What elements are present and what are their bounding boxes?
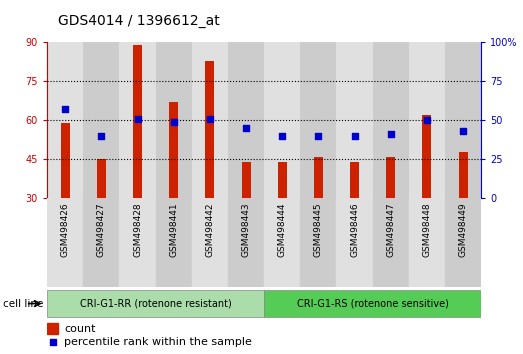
Bar (242, 162, 251, 198)
Text: GSM498443: GSM498443 (242, 202, 251, 257)
Text: CRI-G1-RR (rotenone resistant): CRI-G1-RR (rotenone resistant) (79, 298, 232, 309)
Bar (264, 198, 300, 287)
Text: GSM498441: GSM498441 (169, 202, 178, 257)
Bar (47, 290, 264, 317)
Bar (278, 162, 287, 198)
Point (97, 133, 106, 139)
Text: GSM498447: GSM498447 (386, 202, 395, 257)
Bar (206, 61, 214, 198)
Bar (445, 198, 481, 287)
Point (278, 133, 287, 139)
Bar (336, 42, 372, 198)
Text: GDS4014 / 1396612_at: GDS4014 / 1396612_at (58, 14, 219, 28)
Text: GSM498426: GSM498426 (61, 202, 70, 257)
Bar (192, 42, 228, 198)
Text: GSM498444: GSM498444 (278, 202, 287, 257)
Bar (300, 42, 336, 198)
Bar (423, 115, 431, 198)
Bar (156, 42, 192, 198)
Point (350, 133, 359, 139)
Point (242, 125, 250, 131)
Text: CRI-G1-RS (rotenone sensitive): CRI-G1-RS (rotenone sensitive) (297, 298, 449, 309)
Text: percentile rank within the sample: percentile rank within the sample (64, 337, 252, 347)
Bar (47, 198, 83, 287)
Bar (372, 198, 409, 287)
Text: GSM498442: GSM498442 (206, 202, 214, 257)
Bar (336, 198, 372, 287)
Bar (386, 157, 395, 198)
Bar (119, 42, 155, 198)
Text: count: count (64, 324, 96, 333)
Bar (314, 157, 323, 198)
Bar (409, 42, 445, 198)
Bar (372, 42, 409, 198)
Bar (350, 162, 359, 198)
Bar (192, 198, 228, 287)
Bar (133, 45, 142, 198)
Bar (83, 198, 119, 287)
Point (206, 116, 214, 122)
Bar (445, 42, 481, 198)
Bar (61, 123, 70, 198)
Bar (156, 198, 192, 287)
Text: GSM498449: GSM498449 (459, 202, 468, 257)
Text: cell line: cell line (3, 298, 43, 309)
Bar (119, 198, 155, 287)
Point (314, 133, 323, 139)
Point (423, 118, 431, 123)
Text: GSM498428: GSM498428 (133, 202, 142, 257)
Bar (459, 152, 468, 198)
Text: GSM498446: GSM498446 (350, 202, 359, 257)
Bar (169, 102, 178, 198)
Bar (47, 42, 83, 198)
Point (61, 107, 70, 112)
Text: GSM498427: GSM498427 (97, 202, 106, 257)
Bar (409, 198, 445, 287)
Bar (264, 290, 481, 317)
Bar (83, 42, 119, 198)
Bar (97, 159, 106, 198)
Bar (228, 198, 264, 287)
Text: GSM498445: GSM498445 (314, 202, 323, 257)
Bar (300, 198, 336, 287)
Point (459, 129, 467, 134)
Point (169, 119, 178, 125)
Point (386, 132, 395, 137)
Bar (228, 42, 264, 198)
Point (48, 339, 56, 345)
Point (133, 116, 142, 122)
Bar (47, 324, 58, 334)
Bar (264, 42, 300, 198)
Text: GSM498448: GSM498448 (423, 202, 431, 257)
